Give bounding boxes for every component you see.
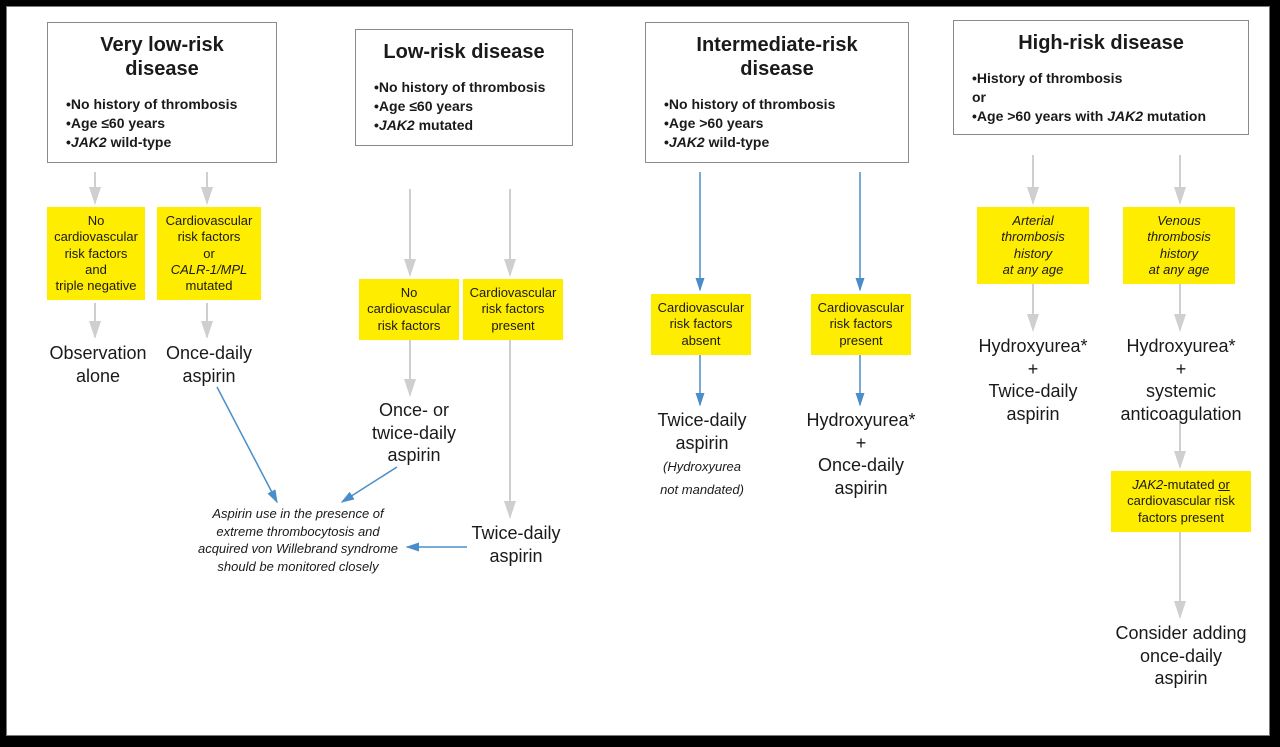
outcome-high-sub: Consider adding once-daily aspirin <box>1111 622 1251 690</box>
criteria-high: •History of thrombosisor•Age >60 years w… <box>972 69 1230 126</box>
header-high-risk: High-risk disease •History of thrombosis… <box>953 20 1249 135</box>
title-very-low: Very low-risk disease <box>66 33 258 81</box>
header-low-risk: Low-risk disease •No history of thrombos… <box>355 29 573 146</box>
footnote-aspirin: Aspirin use in the presence of extreme t… <box>193 505 403 575</box>
condition-vl-a: Nocardiovascularrisk factorsandtriple ne… <box>47 207 145 300</box>
outcome-high-a: Hydroxyurea*+Twice-daily aspirin <box>973 335 1093 425</box>
title-low: Low-risk disease <box>374 40 554 64</box>
criteria-very-low: •No history of thrombosis•Age ≤60 years•… <box>66 95 258 152</box>
outcome-vl-b: Once-daily aspirin <box>159 342 259 387</box>
condition-high-sub: JAK2-mutated orcardiovascular riskfactor… <box>1111 471 1251 532</box>
header-intermediate-risk: Intermediate-risk disease •No history of… <box>645 22 909 163</box>
condition-vl-b: Cardiovascularrisk factorsorCALR-1/MPLmu… <box>157 207 261 300</box>
title-int: Intermediate-risk disease <box>664 33 890 81</box>
outcome-low-b: Twice-daily aspirin <box>461 522 571 567</box>
outcome-int-a: Twice-daily aspirin(Hydroxyureanot manda… <box>637 409 767 499</box>
condition-int-b: Cardiovascularrisk factorspresent <box>811 294 911 355</box>
condition-high-b: Venousthrombosishistoryat any age <box>1123 207 1235 284</box>
title-high: High-risk disease <box>972 31 1230 55</box>
outcome-low-a: Once- or twice-daily aspirin <box>359 399 469 467</box>
condition-low-a: Nocardiovascularrisk factors <box>359 279 459 340</box>
header-very-low-risk: Very low-risk disease •No history of thr… <box>47 22 277 163</box>
outcome-high-b: Hydroxyurea*+systemic anticoagulation <box>1117 335 1245 425</box>
diagram-canvas: Very low-risk disease •No history of thr… <box>6 6 1270 736</box>
outcome-vl-a: Observation alone <box>43 342 153 387</box>
criteria-int: •No history of thrombosis•Age >60 years•… <box>664 95 890 152</box>
condition-low-b: Cardiovascularrisk factorspresent <box>463 279 563 340</box>
condition-high-a: Arterialthrombosishistoryat any age <box>977 207 1089 284</box>
outcome-int-b: Hydroxyurea*+Once-daily aspirin <box>801 409 921 499</box>
condition-int-a: Cardiovascularrisk factorsabsent <box>651 294 751 355</box>
criteria-low: •No history of thrombosis•Age ≤60 years•… <box>374 78 554 135</box>
